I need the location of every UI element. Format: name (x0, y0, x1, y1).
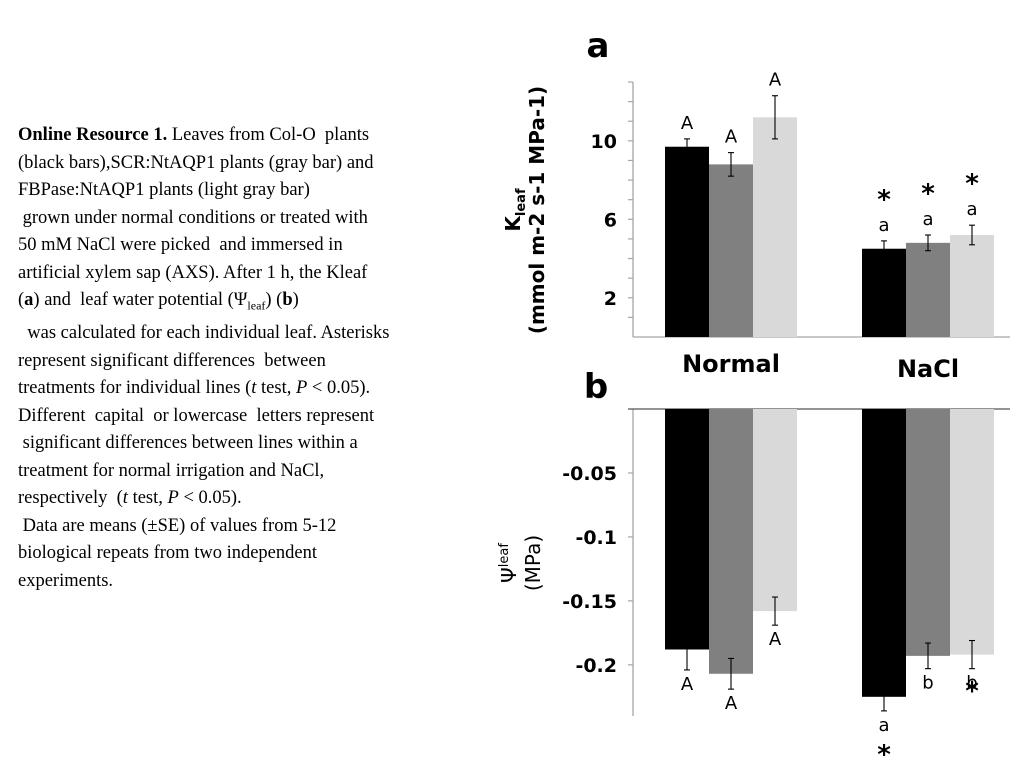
caption-line-7: (a) and leaf water potential (Ψleaf) (b) (18, 290, 299, 313)
panel-a-bar (862, 248, 906, 337)
caption-line-5: 50 mM NaCl were picked and immersed in (18, 235, 343, 255)
panel-b-bar (862, 409, 906, 697)
caption-line-10: treatments for individual lines (t test,… (18, 378, 371, 399)
panel-a-bar (665, 146, 709, 337)
panel-b-significance-letter: b (966, 673, 977, 694)
panel-b-bar (906, 409, 950, 656)
figure-caption: Online Resource 1. Leaves from Col-O pla… (18, 122, 488, 595)
caption-line-16: biological repeats from two independent (18, 543, 317, 564)
panel-b-y-label: Ψleaf (MPa) (497, 535, 545, 591)
caption-line-12: significant differences between lines wi… (18, 433, 358, 454)
panel-a-bar (709, 164, 753, 337)
caption-line-2: (black bars),SCR:NtAQP1 plants (gray bar… (18, 152, 374, 173)
panel-a-asterisk: * (921, 179, 935, 209)
panel-a-asterisk: * (965, 169, 979, 199)
panel-a-asterisk: * (877, 185, 891, 215)
caption-line-9: represent significant differences betwee… (18, 350, 326, 371)
panel-b-bar (709, 409, 753, 674)
panel-b-bar (753, 409, 797, 612)
panel-a-letter: a (587, 26, 610, 66)
panel-a-y-label: Kleaf(mmol m-2 s-1 MPa-1) (501, 86, 549, 334)
panel-a-bar (906, 242, 950, 337)
panel-b-significance-letter: a (878, 715, 889, 736)
panel-a-significance-letter: a (878, 215, 889, 236)
panel-a-tick-label: 10 (591, 131, 617, 153)
panel-b-tick-label: -0.05 (562, 463, 617, 485)
panel-b-tick-label: -0.1 (575, 527, 617, 549)
panel-b-significance-letter: A (769, 629, 782, 650)
panel-a-significance-letter: A (769, 70, 782, 91)
panel-b-letter: b (584, 367, 608, 407)
caption-line-4: grown under normal conditions or treated… (18, 207, 368, 228)
caption-line-11: Different capital or lowercase letters r… (18, 405, 375, 426)
panel-a-y-label-main: Kleaf (501, 188, 529, 232)
panel-b-tick-label: -0.15 (562, 591, 617, 613)
caption-title: Online Resource 1. (18, 125, 168, 145)
panel-b-y-label-main: Ψleaf (497, 543, 521, 583)
panel-a-significance-letter: A (681, 113, 694, 134)
caption-line-15: Data are means (±SE) of values from 5-12 (18, 515, 337, 536)
panel-a-bar (950, 235, 994, 337)
panel-b-significance-letter: A (725, 693, 738, 714)
panel-b-asterisk: * (877, 740, 891, 768)
panel-b-bar (950, 409, 994, 655)
panel-a-bar (753, 117, 797, 337)
caption-line-17: experiments. (18, 570, 114, 591)
panel-b-significance-letter: A (681, 674, 694, 695)
caption-line-14: respectively (t test, P < 0.05). (18, 488, 242, 509)
caption-line-6: artificial xylem sap (AXS). After 1 h, t… (18, 262, 368, 283)
panel-b-tick-label: -0.2 (575, 655, 617, 677)
panel-a-tick-label: 6 (604, 209, 617, 231)
panel-b-asterisk: * (965, 677, 979, 707)
panel-b-y-label-units: (MPa) (521, 535, 545, 591)
caption-line-13: treatment for normal irrigation and NaCl… (18, 460, 325, 481)
panel-a-significance-letter: a (922, 209, 933, 230)
panel-b-significance-letter: b (922, 673, 933, 694)
panel-a-tick-label: 2 (604, 288, 617, 310)
panel-a-significance-letter: A (725, 127, 738, 148)
category-label-nacl: NaCl (897, 355, 959, 383)
panel-b-bar (665, 409, 709, 650)
caption-line-8: was calculated for each individual leaf.… (18, 323, 390, 344)
caption-line-1: Online Resource 1. Leaves from Col-O pla… (18, 125, 370, 145)
panel-a-significance-letter: a (966, 199, 977, 220)
panel-a-y-label-units: (mmol m-2 s-1 MPa-1) (525, 86, 549, 334)
caption-line-3: FBPase:NtAQP1 plants (light gray bar) (18, 180, 310, 200)
category-label-normal: Normal (682, 350, 780, 378)
